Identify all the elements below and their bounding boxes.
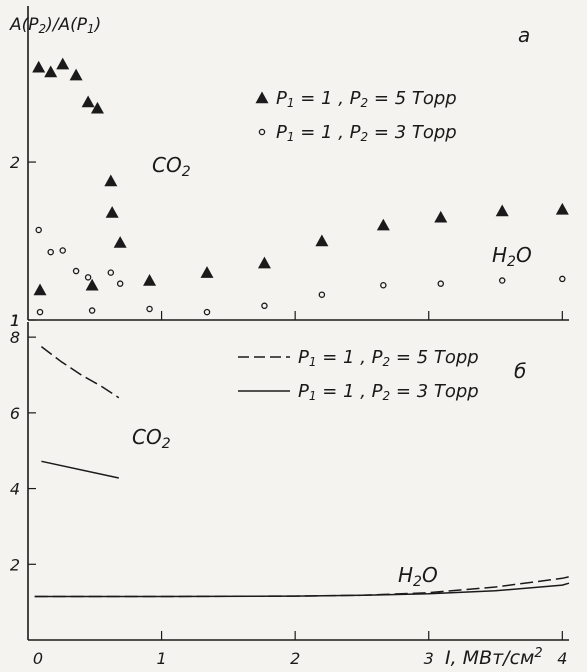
data-point-triangle bbox=[33, 283, 47, 296]
data-point-triangle bbox=[257, 256, 271, 269]
data-point-triangle bbox=[495, 204, 509, 217]
legend-label-b: P1 = 1 , P2 = 5 Торр bbox=[298, 347, 479, 369]
data-point-triangle bbox=[376, 218, 390, 231]
data-point-triangle bbox=[85, 278, 99, 291]
y-axis-label-a: A(P2)/A(P1) bbox=[9, 15, 101, 36]
y-tick-label-b: 8 bbox=[10, 328, 20, 347]
series-line-solid-co2 bbox=[41, 460, 119, 479]
data-point-triangle bbox=[434, 210, 448, 223]
data-point-circle bbox=[203, 308, 211, 316]
data-point-circle bbox=[35, 226, 42, 234]
y-tick-label-b: 6 bbox=[10, 404, 20, 423]
data-point-circle bbox=[88, 307, 96, 314]
y-min-label-a: 1 bbox=[10, 312, 20, 330]
data-point-triangle bbox=[105, 206, 119, 218]
data-point-triangle bbox=[32, 60, 46, 73]
data-point-triangle bbox=[113, 236, 127, 248]
panel-b: 1 2 4 6 8 0 1 2 3 4 б I, МВт/см2 P1 = 1 , P2 = 5 Тор… bbox=[10, 312, 570, 670]
data-point-triangle bbox=[90, 101, 104, 114]
legend-label-a: P1 = 1 , P2 = 5 Торр bbox=[276, 88, 457, 110]
legend-b: P1 = 1 , P2 = 5 Торр P1 = 1 , P2 = 3 Торр bbox=[238, 347, 479, 403]
y-tick-label-b: 4 bbox=[10, 480, 20, 499]
annotation-co2-b: CO2 bbox=[132, 425, 171, 452]
data-point-circle bbox=[559, 275, 566, 283]
data-point-circle bbox=[36, 308, 44, 316]
data-point-circle bbox=[107, 269, 115, 276]
annotation-h2o-b: H2O bbox=[398, 563, 438, 590]
annotation-co2-a: CO2 bbox=[152, 153, 191, 180]
data-point-triangle bbox=[104, 174, 118, 187]
y-tick-label-b: 2 bbox=[10, 555, 20, 574]
panel-label-a: a bbox=[518, 23, 530, 47]
data-point-triangle bbox=[555, 202, 569, 215]
x-tick-label-b: 4 bbox=[557, 649, 567, 668]
x-tick-label-b: 3 bbox=[424, 649, 434, 668]
annotation-h2o-a: H2O bbox=[492, 243, 532, 270]
data-point-triangle bbox=[69, 68, 83, 81]
data-point-circle bbox=[261, 302, 268, 310]
panel-label-b: б bbox=[514, 359, 526, 383]
series-line-dashed-h2o bbox=[34, 576, 570, 598]
data-point-triangle bbox=[56, 57, 70, 70]
data-point-circle bbox=[318, 291, 326, 298]
data-point-circle bbox=[59, 247, 66, 254]
y-tick-label-a: 2 bbox=[10, 153, 20, 172]
x-tick-label-b: 2 bbox=[290, 649, 300, 668]
data-point-circle bbox=[437, 280, 445, 287]
data-point-circle bbox=[116, 280, 124, 287]
series-line-solid-h2o bbox=[34, 582, 570, 598]
series-line-dashed-co2 bbox=[40, 346, 120, 399]
legend-marker-triangle bbox=[255, 91, 269, 104]
data-point-circle bbox=[72, 267, 80, 275]
data-point-circle bbox=[47, 248, 54, 256]
data-point-circle bbox=[380, 282, 387, 289]
y-tick-label-a: 1 bbox=[10, 311, 20, 330]
data-point-circle bbox=[84, 274, 92, 281]
legend-a: P1 = 1 , P2 = 5 Торр P1 = 1 , P2 = 3 Торр bbox=[255, 88, 457, 144]
data-point-triangle bbox=[44, 65, 58, 78]
data-point-circle bbox=[498, 277, 506, 284]
x-tick-label-b: 0 bbox=[33, 649, 43, 668]
data-point-triangle bbox=[200, 266, 214, 278]
data-point-triangle bbox=[315, 234, 329, 247]
x-tick-label-b: 1 bbox=[156, 649, 166, 668]
legend-label-b: P1 = 1 , P2 = 3 Торр bbox=[298, 381, 479, 403]
data-point-triangle bbox=[143, 274, 157, 286]
data-point-circle bbox=[146, 305, 153, 313]
legend-marker-circle bbox=[258, 128, 266, 136]
data-point-triangle bbox=[81, 95, 95, 108]
x-axis-label-b: I, МВт/см2 bbox=[445, 646, 543, 670]
legend-label-a: P1 = 1 , P2 = 3 Торр bbox=[276, 122, 457, 144]
